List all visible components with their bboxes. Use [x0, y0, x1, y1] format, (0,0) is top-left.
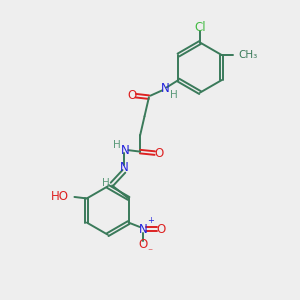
Text: O: O: [154, 147, 164, 160]
Text: O: O: [156, 223, 165, 236]
Text: CH₃: CH₃: [238, 50, 257, 60]
Text: N: N: [139, 223, 148, 236]
Text: O: O: [128, 89, 137, 102]
Text: H: H: [102, 178, 110, 188]
Text: H: H: [113, 140, 121, 150]
Text: Cl: Cl: [194, 21, 206, 34]
Text: +: +: [147, 216, 154, 225]
Text: H: H: [169, 90, 177, 100]
Text: N: N: [121, 144, 130, 157]
Text: HO: HO: [50, 190, 68, 203]
Text: N: N: [119, 161, 128, 174]
Text: N: N: [161, 82, 170, 95]
Text: O: O: [139, 238, 148, 251]
Text: ⁻: ⁻: [147, 247, 152, 257]
